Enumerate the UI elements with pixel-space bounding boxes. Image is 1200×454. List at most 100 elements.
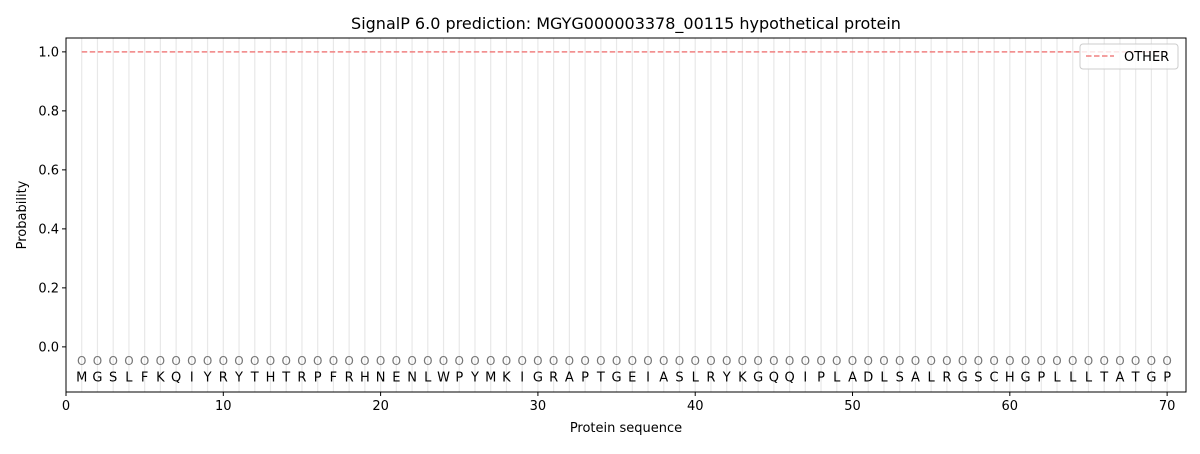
- region-label: O: [549, 354, 558, 368]
- residue-label: N: [407, 370, 417, 385]
- region-label: O: [486, 354, 495, 368]
- residue-label: F: [141, 370, 148, 385]
- residue-label: Y: [722, 370, 731, 385]
- chart-title: SignalP 6.0 prediction: MGYG000003378_00…: [351, 14, 901, 34]
- residue-label: K: [156, 370, 165, 385]
- region-label: O: [344, 354, 353, 368]
- region-label: O: [942, 354, 951, 368]
- residue-label: H: [1005, 370, 1015, 385]
- region-label: O: [753, 354, 762, 368]
- x-tick-label: 0: [62, 399, 70, 414]
- region-label: O: [313, 354, 322, 368]
- residue-label: S: [896, 370, 904, 385]
- region-label: O: [281, 354, 290, 368]
- region-label: O: [628, 354, 637, 368]
- region-label: O: [533, 354, 542, 368]
- residue-label: C: [990, 370, 999, 385]
- residue-label: K: [738, 370, 747, 385]
- region-label: O: [392, 354, 401, 368]
- residue-label: T: [281, 370, 290, 385]
- residue-label: F: [330, 370, 337, 385]
- region-label: O: [1099, 354, 1108, 368]
- y-tick-label: 0.8: [38, 104, 59, 119]
- residue-label: D: [863, 370, 873, 385]
- residue-label: E: [392, 370, 400, 385]
- residue-label: T: [1099, 370, 1108, 385]
- residue-label: A: [659, 370, 668, 385]
- region-label: O: [1084, 354, 1093, 368]
- residue-label: L: [1053, 370, 1061, 385]
- region-label: O: [643, 354, 652, 368]
- region-label: O: [1115, 354, 1124, 368]
- residue-label: L: [880, 370, 888, 385]
- region-label: O: [124, 354, 133, 368]
- region-label: O: [832, 354, 841, 368]
- legend: OTHER: [1079, 43, 1179, 70]
- region-label: O: [1052, 354, 1061, 368]
- residue-label: P: [817, 370, 825, 385]
- region-label: O: [203, 354, 212, 368]
- region-label: O: [958, 354, 967, 368]
- region-label: O: [1005, 354, 1014, 368]
- region-label: O: [989, 354, 998, 368]
- residue-label: A: [848, 370, 857, 385]
- y-tick-label: 0.4: [38, 222, 59, 237]
- residue-label: K: [502, 370, 511, 385]
- region-label: O: [801, 354, 810, 368]
- residue-label: L: [1085, 370, 1093, 385]
- region-label: O: [580, 354, 589, 368]
- residue-label: P: [1163, 370, 1171, 385]
- region-label: O: [816, 354, 825, 368]
- region-label: O: [77, 354, 86, 368]
- region-label: O: [612, 354, 621, 368]
- residue-label: R: [706, 370, 715, 385]
- region-label: O: [502, 354, 511, 368]
- region-label: O: [848, 354, 857, 368]
- residue-label: R: [345, 370, 354, 385]
- residue-label: I: [646, 370, 650, 385]
- x-tick-label: 50: [844, 399, 861, 414]
- region-label: O: [219, 354, 228, 368]
- region-label: O: [675, 354, 684, 368]
- residue-label: T: [596, 370, 605, 385]
- residue-label: T: [1131, 370, 1140, 385]
- region-label: O: [234, 354, 243, 368]
- region-label: O: [738, 354, 747, 368]
- x-tick-label: 70: [1159, 399, 1176, 414]
- region-label: O: [706, 354, 715, 368]
- region-label: O: [895, 354, 904, 368]
- region-label: O: [1131, 354, 1140, 368]
- residue-label: P: [1037, 370, 1045, 385]
- region-label: O: [376, 354, 385, 368]
- residue-label: P: [581, 370, 589, 385]
- region-label: O: [1021, 354, 1030, 368]
- residue-label: A: [911, 370, 920, 385]
- residue-label: N: [376, 370, 386, 385]
- region-label: O: [266, 354, 275, 368]
- residue-label: T: [250, 370, 259, 385]
- region-label: O: [659, 354, 668, 368]
- residue-label: Y: [234, 370, 243, 385]
- region-label: O: [1147, 354, 1156, 368]
- y-tick-label: 0.6: [38, 163, 59, 178]
- residue-label: Q: [769, 370, 779, 385]
- residue-label: P: [314, 370, 322, 385]
- y-tick-label: 1.0: [38, 45, 59, 60]
- y-axis-label: Probability: [15, 180, 30, 249]
- region-label: O: [140, 354, 149, 368]
- residue-label: Q: [171, 370, 181, 385]
- region-label: O: [565, 354, 574, 368]
- y-tick-label: 0.2: [38, 281, 59, 296]
- x-tick-label: 30: [530, 399, 547, 414]
- region-label: O: [769, 354, 778, 368]
- residue-label: M: [485, 370, 496, 385]
- residue-label: R: [297, 370, 306, 385]
- residue-label: R: [942, 370, 951, 385]
- residue-label: Y: [203, 370, 212, 385]
- residue-label: S: [109, 370, 117, 385]
- residue-label: L: [125, 370, 133, 385]
- region-label: O: [455, 354, 464, 368]
- residue-label: G: [958, 370, 968, 385]
